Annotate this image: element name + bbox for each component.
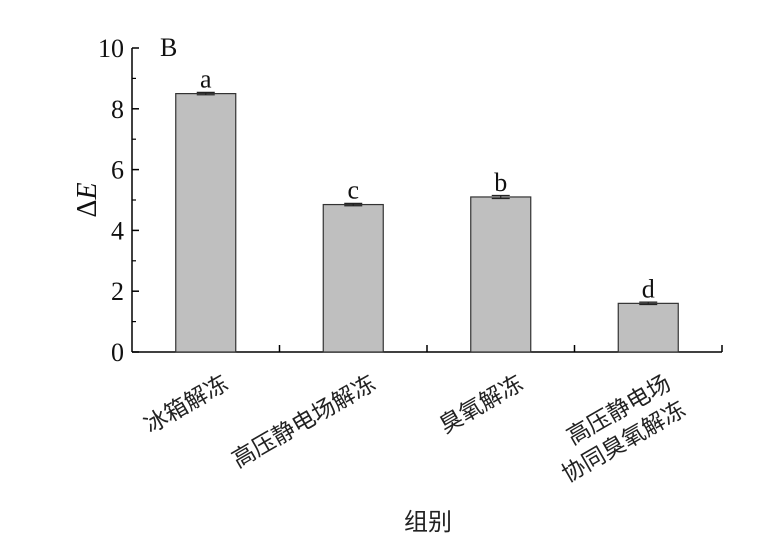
y-tick-label: 0: [111, 338, 124, 367]
bar: [470, 196, 532, 353]
y-tick-label: 6: [111, 156, 124, 185]
significance-label: a: [200, 65, 212, 94]
x-category-label: 高压静电场解冻: [228, 371, 380, 474]
bar: [175, 92, 237, 353]
significance-label: c: [347, 176, 359, 205]
x-axis-title: 组别: [404, 508, 452, 536]
significance-label: b: [494, 168, 507, 197]
x-category-label-group: 高压静电场解冻: [228, 371, 380, 474]
y-tick-label: 8: [111, 95, 124, 124]
bars-group: [175, 91, 679, 353]
y-tick-label: 10: [98, 34, 124, 63]
x-category-label-group: 冰箱解冻: [140, 371, 233, 440]
bar: [322, 203, 384, 353]
bar: [617, 302, 679, 353]
chart-axes: 0 2 4 6 8 10 ΔE: [72, 34, 723, 367]
y-tick-label: 2: [111, 277, 124, 306]
panel-label: B: [160, 33, 177, 62]
x-category-label: 冰箱解冻: [140, 371, 233, 440]
x-category-label: 臭氧解冻: [435, 371, 528, 440]
x-category-label-group: 臭氧解冻: [435, 371, 528, 440]
significance-label: d: [642, 274, 655, 303]
y-axis-title: ΔE: [72, 182, 103, 217]
y-tick-label: 4: [111, 216, 124, 245]
